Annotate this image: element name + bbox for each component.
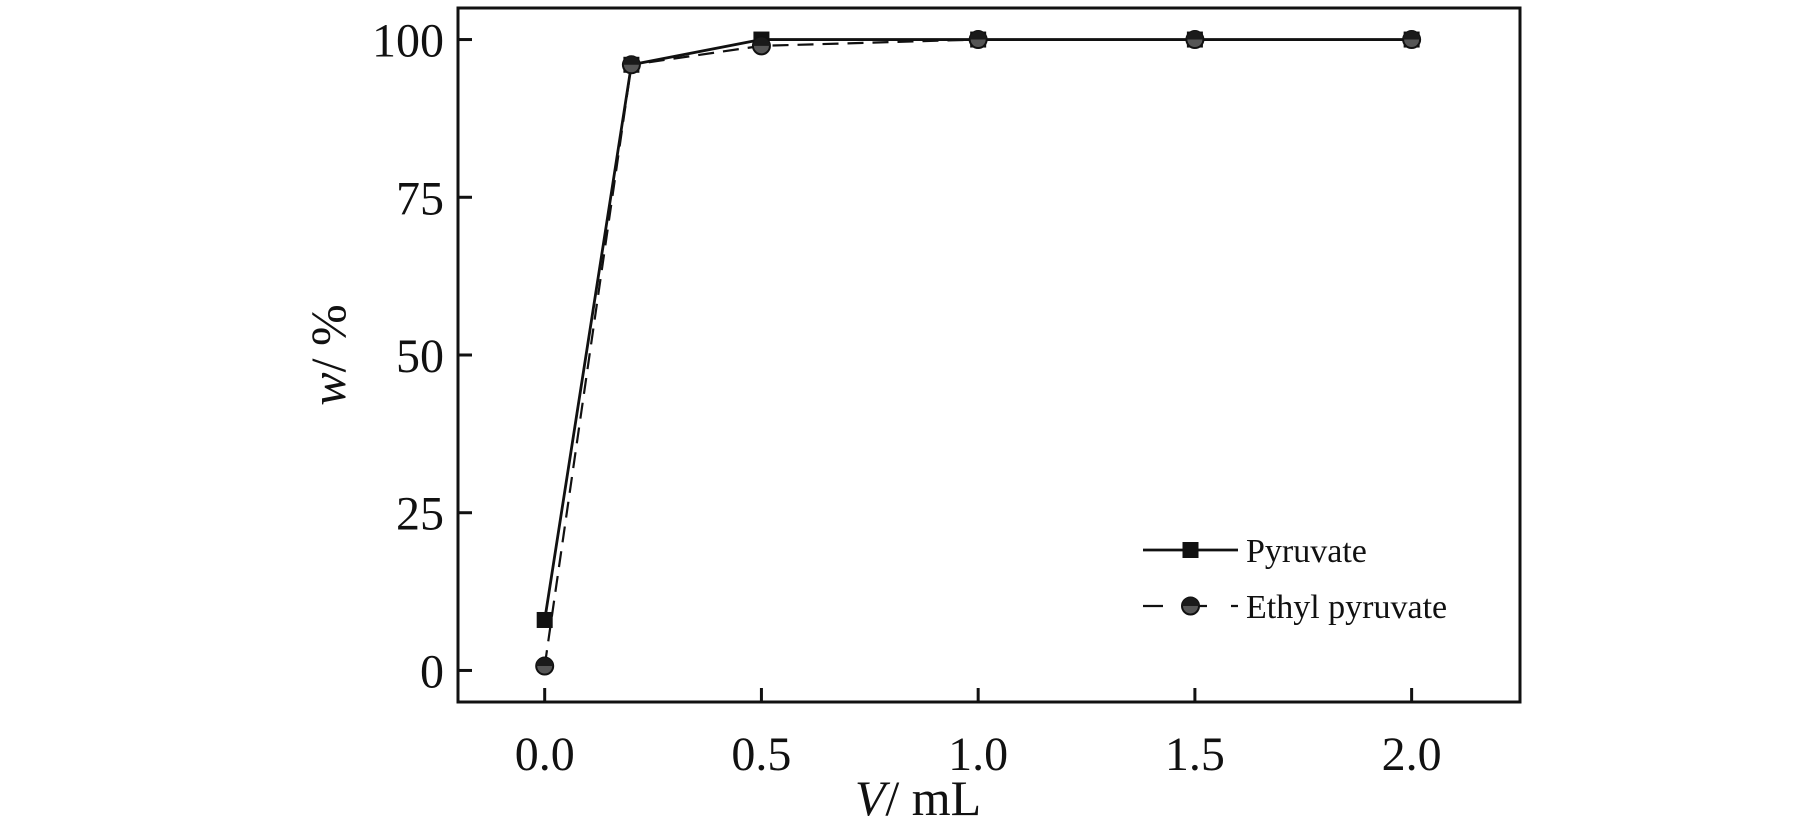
y-tick-label: 75 — [396, 172, 444, 225]
legend-item: Pyruvate — [1143, 533, 1367, 570]
y-axis-symbol: w — [300, 372, 356, 405]
y-axis-label: w/ % — [300, 304, 356, 405]
y-tick-label: 0 — [420, 645, 444, 698]
legend-label: Pyruvate — [1246, 533, 1367, 570]
legend-marker — [1181, 596, 1200, 616]
x-tick-label: 0.0 — [515, 728, 575, 781]
x-axis-symbol: V — [855, 770, 891, 826]
axis-ticks — [458, 38, 1414, 702]
series-layer — [535, 30, 1422, 676]
data-point — [1185, 30, 1205, 50]
x-tick-label: 2.0 — [1382, 728, 1442, 781]
legend: Pyruvate Ethyl pyruvate — [1143, 533, 1447, 626]
data-point — [535, 656, 555, 676]
y-tick-label: 50 — [396, 330, 444, 383]
legend-label: Ethyl pyruvate — [1246, 589, 1447, 626]
series-ethyl-pyruvate — [535, 30, 1422, 676]
x-axis-label: V/ mL — [855, 770, 981, 826]
x-tick-label: 1.5 — [1165, 728, 1225, 781]
tick-labels: 0.0 0.5 1.0 1.5 2.0 0 25 50 75 100 — [372, 15, 1442, 781]
data-point — [536, 611, 553, 628]
y-tick-label: 100 — [372, 15, 444, 68]
legend-marker — [1182, 542, 1199, 558]
data-point — [1402, 30, 1422, 50]
y-tick-label: 25 — [396, 488, 444, 541]
x-axis-unit: / mL — [885, 770, 981, 826]
legend-item: Ethyl pyruvate — [1143, 589, 1447, 626]
x-tick-label: 0.5 — [731, 728, 791, 781]
data-point — [751, 36, 771, 56]
data-point — [968, 30, 988, 50]
x-tick-label: 1.0 — [948, 728, 1008, 781]
series-line — [543, 38, 1412, 667]
y-axis-unit: / % — [300, 304, 356, 372]
data-point — [621, 55, 641, 75]
